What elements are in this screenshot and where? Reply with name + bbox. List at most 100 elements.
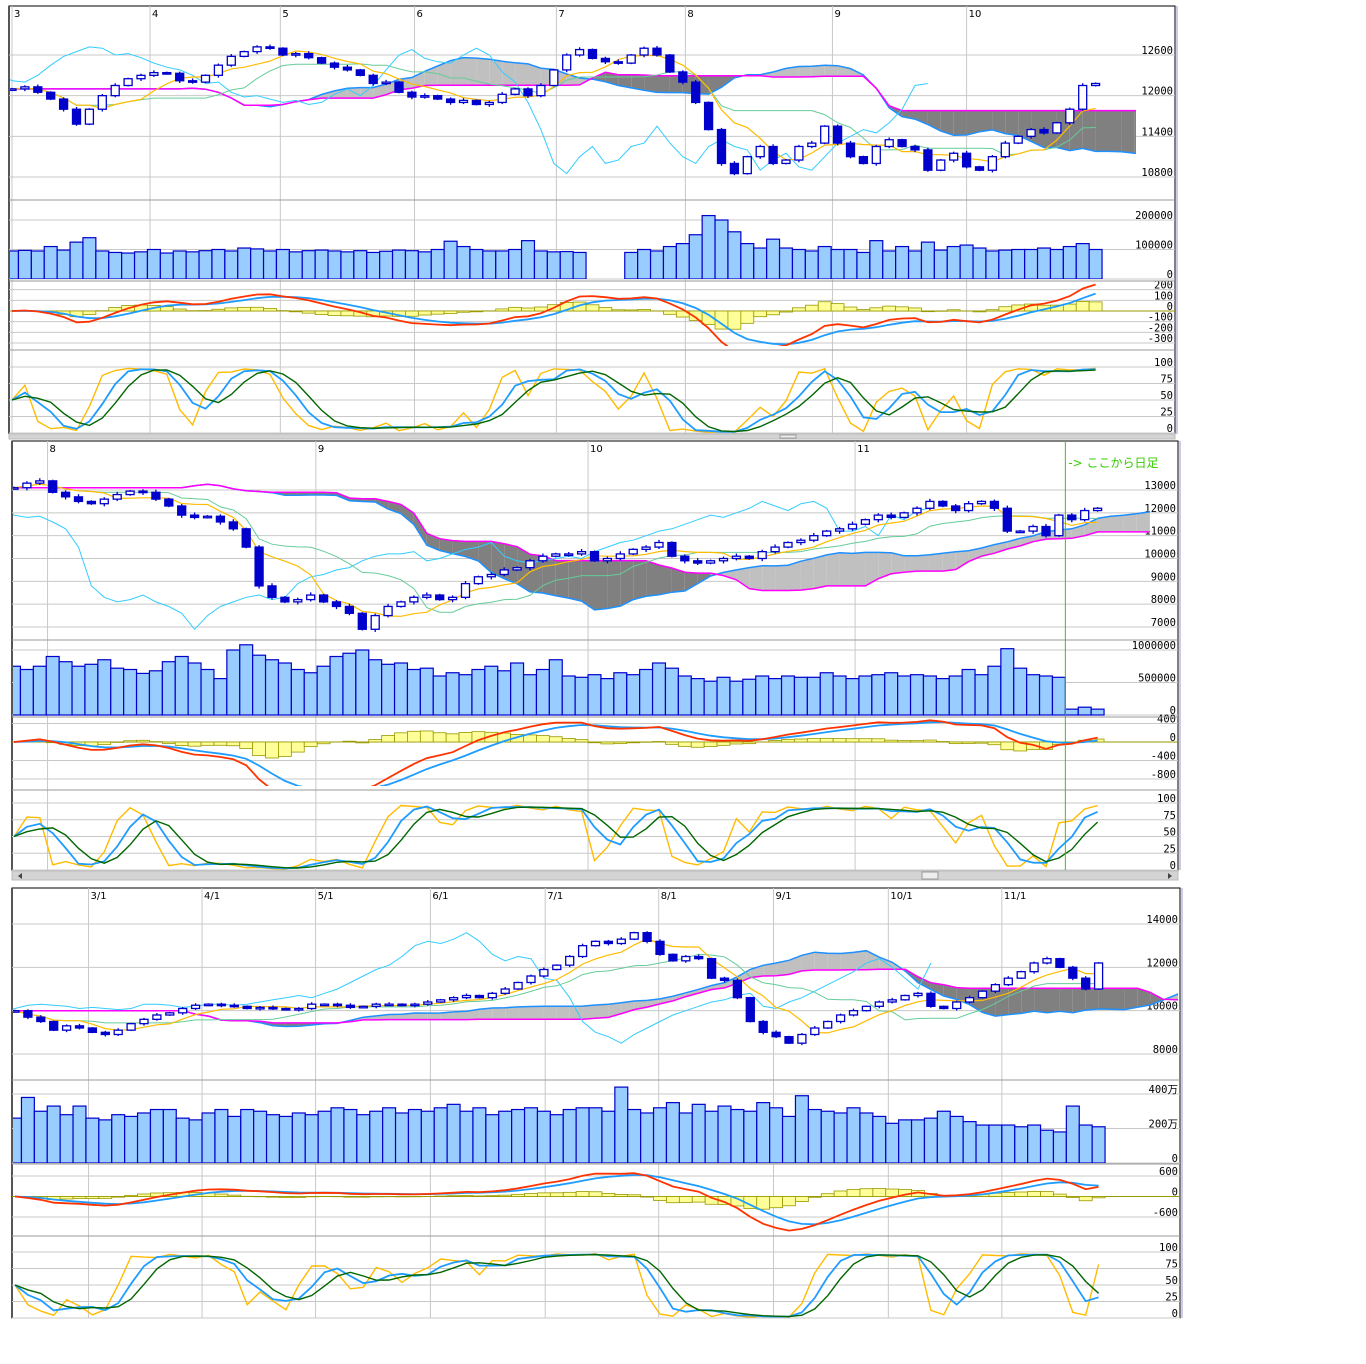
- volume-bar: [755, 675, 770, 716]
- scroll-right-arrow-icon[interactable]: [1168, 873, 1172, 879]
- candles: [10, 44, 1101, 176]
- candle-body-up: [871, 145, 881, 165]
- cloud-segment: [775, 565, 788, 591]
- candle: [500, 987, 510, 995]
- scrollbar-thumb[interactable]: [779, 434, 797, 439]
- candle-body-up: [510, 88, 520, 95]
- price-tick-label: 10800: [1141, 167, 1173, 179]
- scrollbar-thumb[interactable]: [921, 871, 939, 880]
- scrollbar-track[interactable]: [11, 870, 1179, 881]
- volume-bar: [13, 1117, 23, 1163]
- volume-bar: [148, 670, 163, 716]
- macd-histogram-bar: [459, 1195, 474, 1197]
- cloud-segment: [827, 953, 841, 971]
- candle-body-down: [951, 505, 961, 512]
- stoch-tick-label: 75: [1160, 374, 1173, 386]
- candle-body-down: [357, 612, 367, 630]
- cloud-segment: [798, 66, 812, 78]
- volume-bar: [806, 676, 821, 716]
- macd-histogram-bar: [588, 1191, 603, 1197]
- candle-body-up: [293, 598, 303, 603]
- candle: [319, 1003, 330, 1007]
- candle-body-down: [652, 47, 662, 56]
- candle-body-down: [433, 95, 443, 100]
- volume-bar: [1062, 245, 1077, 279]
- candle: [990, 983, 1001, 994]
- candle: [306, 592, 316, 602]
- horizontal-scrollbar[interactable]: [8, 433, 1176, 440]
- volume-bar: [559, 250, 574, 279]
- horizontal-scrollbar[interactable]: [11, 870, 1179, 881]
- cloud-segment: [1212, 144, 1225, 150]
- candle: [268, 1005, 278, 1010]
- volume-bars: [10, 214, 1103, 279]
- macd-histogram-bar: [1062, 303, 1077, 312]
- macd-histogram-bar: [910, 740, 924, 743]
- stoch-tick-label: 0: [1172, 1308, 1178, 1320]
- candle-body-up: [796, 539, 806, 544]
- volume-bar: [652, 1107, 668, 1163]
- volume-bar: [858, 675, 873, 716]
- candle-body-up: [654, 541, 664, 548]
- candle: [1002, 505, 1012, 534]
- candle-body-down: [355, 69, 365, 76]
- candle: [1000, 140, 1010, 159]
- x-axis-label: 9: [834, 9, 840, 20]
- macd-histogram-bar: [430, 310, 445, 315]
- cloud-segment: [840, 952, 854, 971]
- candle: [939, 1005, 949, 1010]
- candle-body-up: [913, 992, 923, 997]
- candle: [255, 1005, 265, 1011]
- volume-bar: [793, 676, 808, 716]
- candle-body-up: [383, 605, 393, 617]
- cloud-segment: [671, 568, 685, 593]
- price-tick-label: 11000: [1144, 526, 1176, 538]
- volume-bar: [407, 1108, 422, 1163]
- candle-body-up: [1054, 514, 1064, 537]
- volume-bar: [82, 237, 97, 279]
- cloud-segment: [373, 84, 387, 99]
- candle: [329, 61, 340, 70]
- macd-histogram-bar: [111, 1196, 126, 1198]
- scrollbar-track[interactable]: [8, 433, 1176, 440]
- candle: [189, 512, 200, 520]
- candle-body-up: [809, 535, 819, 541]
- x-axis-label: 5/1: [318, 891, 334, 902]
- macd-histogram-bar: [495, 308, 510, 312]
- candle: [784, 1035, 794, 1045]
- candle-body-up: [564, 553, 574, 557]
- stoch-tick-label: 75: [1163, 810, 1176, 822]
- volume-tick-label: 1000000: [1132, 640, 1176, 652]
- macd-histogram-bar: [832, 738, 847, 743]
- cloud-segment: [953, 110, 967, 136]
- candle-body-down: [228, 521, 238, 530]
- candle-body-up: [423, 1001, 433, 1005]
- macd-histogram-bar: [59, 1196, 74, 1200]
- tenkan-sen-line: [14, 938, 1099, 1034]
- volume-bar: [303, 672, 318, 716]
- volume-bar: [885, 1122, 900, 1163]
- candle-body-down: [694, 955, 704, 960]
- candle-body-up: [22, 482, 32, 489]
- macd-histogram-bar: [574, 739, 589, 743]
- candle-body-up: [899, 512, 909, 519]
- candle: [445, 97, 456, 105]
- cloud-segment: [1150, 992, 1164, 1005]
- cloud-segment: [1021, 988, 1035, 1014]
- cloud-segment: [424, 66, 438, 86]
- macd-histogram-bar: [1091, 1196, 1106, 1199]
- volume-bar: [329, 655, 344, 716]
- price-tick-label: 9000: [1151, 571, 1176, 583]
- volume-bar: [561, 675, 576, 716]
- cloud-segment: [813, 554, 827, 589]
- candle-body-down: [680, 555, 690, 562]
- scroll-left-arrow-icon[interactable]: [18, 873, 22, 879]
- cloud-segment: [1241, 976, 1254, 1001]
- candle-body-up: [226, 55, 236, 66]
- volume-bar: [922, 675, 937, 716]
- volume-bar: [1026, 674, 1041, 716]
- candle-body-down: [394, 81, 404, 93]
- candle-body-down: [613, 61, 623, 64]
- macd-histogram-bar: [923, 739, 937, 743]
- candle: [680, 554, 690, 564]
